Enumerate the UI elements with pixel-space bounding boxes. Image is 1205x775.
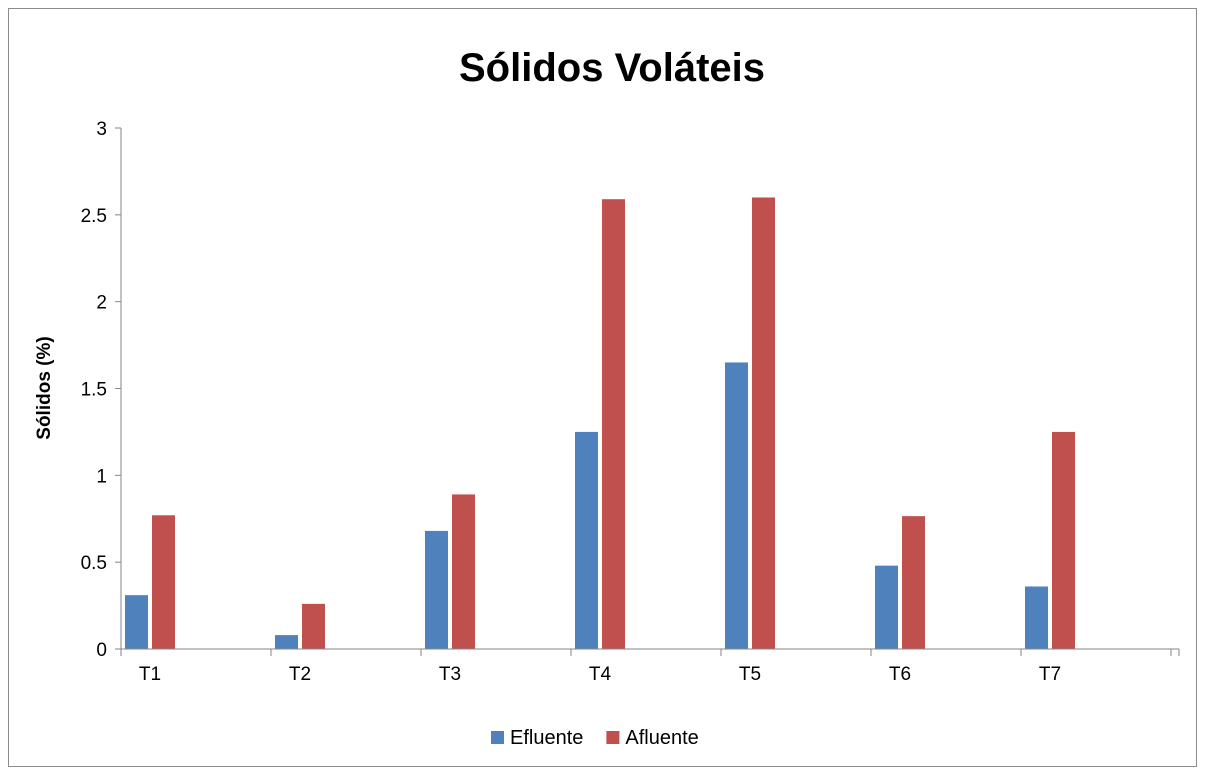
y-tick-label: 2 xyxy=(96,293,107,314)
bar-efluente-t4 xyxy=(575,431,598,649)
x-tick-label: T1 xyxy=(139,664,161,685)
y-tick-label: 3 xyxy=(96,119,107,140)
y-tick-label: 0 xyxy=(96,640,107,661)
x-tick-label: T4 xyxy=(589,664,612,685)
bar-afluente-t2 xyxy=(302,603,325,649)
bar-efluente-t3 xyxy=(425,530,448,649)
bar-afluente-t3 xyxy=(452,494,475,649)
legend-swatch-afluente xyxy=(606,731,620,744)
legend-swatch-efluente xyxy=(491,731,504,744)
legend-label-afluente: Afluente xyxy=(625,727,698,749)
y-tick-label: 1 xyxy=(96,466,107,487)
bars-group xyxy=(125,197,1075,649)
bar-afluente-t5 xyxy=(752,197,775,649)
chart-title: Sólidos Voláteis xyxy=(459,46,765,90)
y-tick-label: 1.5 xyxy=(81,380,107,401)
bar-efluente-t1 xyxy=(125,595,148,649)
bar-afluente-t4 xyxy=(602,199,625,649)
bar-afluente-t1 xyxy=(152,515,175,649)
bar-efluente-t2 xyxy=(275,635,298,649)
bar-efluente-t7 xyxy=(1025,586,1048,649)
axes-group: 0 0.5 1 1.5 2 2.5 3 T1 T2 T3 T4 T5 T6 T7 xyxy=(81,119,1180,685)
x-tick-label: T2 xyxy=(289,664,311,685)
y-axis-label: Sólidos (%) xyxy=(34,336,55,439)
x-tick-label: T5 xyxy=(739,664,761,685)
bar-afluente-t6 xyxy=(902,516,925,649)
legend-label-efluente: Efluente xyxy=(510,727,583,749)
bar-efluente-t5 xyxy=(725,362,748,649)
y-tick-label: 0.5 xyxy=(81,553,107,574)
x-tick-label: T6 xyxy=(889,664,911,685)
x-tick-label: T7 xyxy=(1039,664,1061,685)
legend: Efluente Afluente xyxy=(491,727,699,749)
y-tick-label: 2.5 xyxy=(81,206,107,227)
bar-afluente-t7 xyxy=(1052,431,1075,649)
bar-efluente-t6 xyxy=(875,565,898,649)
x-tick-label: T3 xyxy=(439,664,461,685)
